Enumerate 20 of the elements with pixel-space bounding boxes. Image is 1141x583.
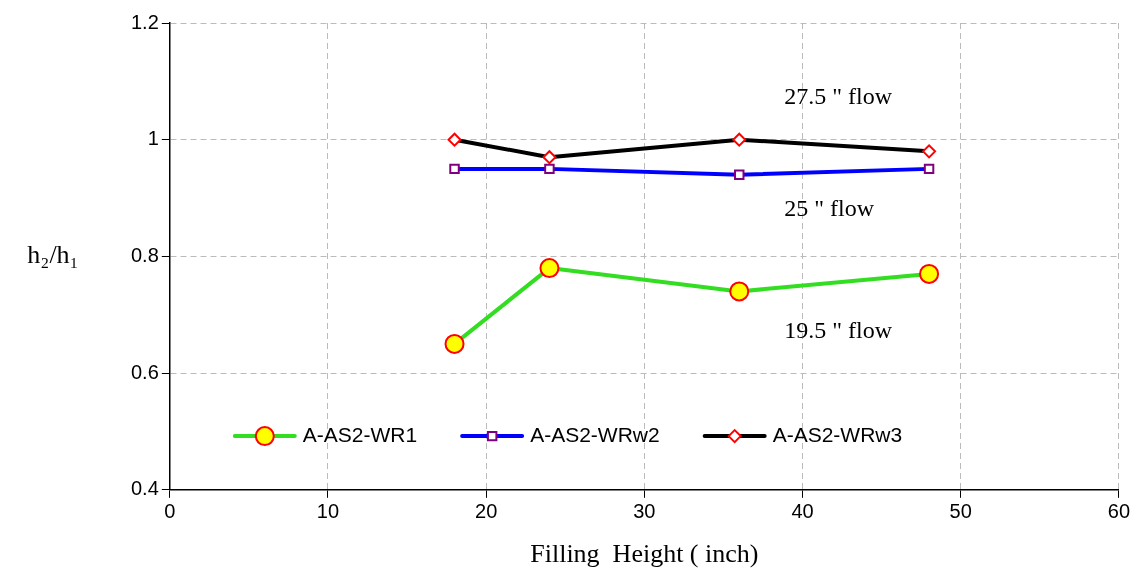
- x-tick-label: 40: [791, 500, 814, 523]
- x-tick-label: 20: [475, 500, 498, 523]
- legend-label: A-AS2-WRw3: [772, 422, 903, 446]
- x-tick-label: 50: [949, 500, 972, 523]
- y-tick-label: 0.4: [130, 477, 159, 500]
- y-tick-label: 1: [147, 127, 159, 150]
- x-axis-title: Filling Height ( inch): [530, 539, 759, 569]
- x-tick-label: 30: [633, 500, 656, 523]
- y-tick-label: 0.6: [130, 360, 159, 383]
- x-tick-label: 10: [316, 500, 340, 523]
- annotation: 19.5 " flow: [784, 316, 893, 343]
- annotation: 25 " flow: [784, 195, 875, 222]
- y-tick-label: 1.2: [130, 10, 159, 33]
- legend-label: A-AS2-WRw2: [530, 422, 660, 446]
- y-tick-label: 0.8: [130, 243, 159, 266]
- legend-label: A-AS2-WR1: [302, 422, 418, 446]
- x-tick-label: 60: [1107, 500, 1130, 523]
- annotation: 27.5 " flow: [784, 83, 893, 109]
- x-tick-label: 0: [164, 500, 176, 523]
- y-axis-title: h₂/h₁: [27, 240, 79, 270]
